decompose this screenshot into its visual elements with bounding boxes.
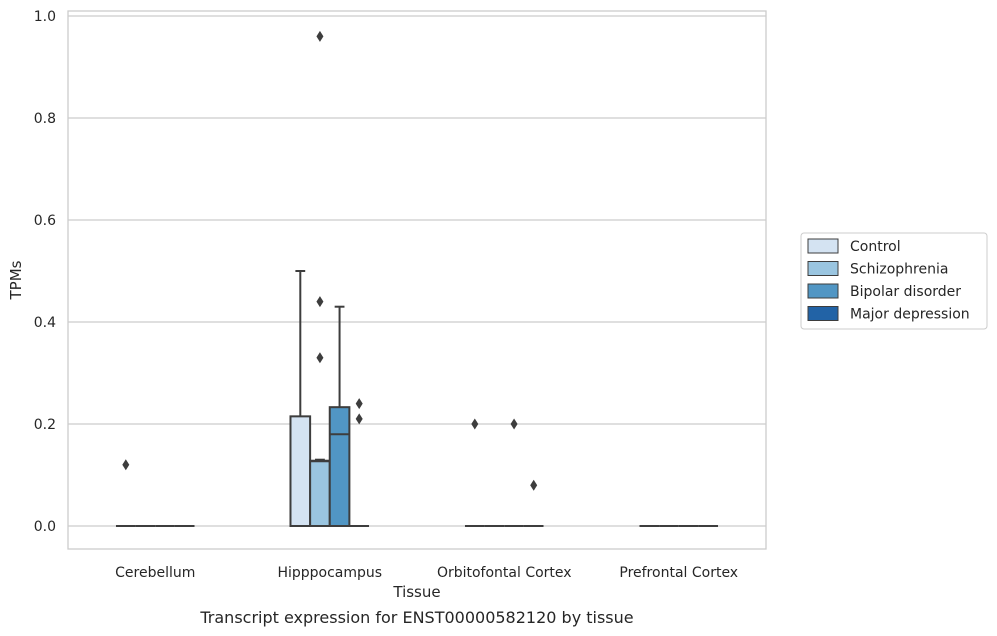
box-body — [328, 406, 351, 528]
plot-frame — [67, 10, 767, 550]
outlier-point — [355, 398, 363, 410]
legend-label: Bipolar disorder — [850, 284, 961, 300]
y-axis-title: TPMs — [7, 260, 25, 300]
box-major-depression — [523, 479, 544, 527]
box-body — [289, 415, 312, 528]
boxes — [115, 30, 719, 528]
legend-frame — [800, 232, 988, 330]
x-axis-title: Tissue — [392, 583, 440, 601]
legend-label: Major depression — [850, 307, 970, 323]
box-bipolar-disorder — [504, 418, 524, 527]
x-tick-labels: Cerebellum Hipppocampus Orbitofontal Corte… — [115, 565, 738, 581]
y-tick-label: 0.4 — [34, 315, 56, 331]
legend-swatch — [807, 261, 839, 276]
outlier-point — [471, 418, 479, 430]
legend-swatch — [807, 306, 839, 321]
y-tick-label: 0.6 — [34, 213, 56, 229]
x-tick-label: Orbitofontal Cortex — [437, 565, 572, 581]
outlier-point — [316, 30, 324, 42]
box-major-depression — [349, 398, 370, 527]
outlier-point — [355, 413, 363, 425]
x-tick-label: Prefrontal Cortex — [619, 565, 738, 581]
chart-caption: Transcript expression for ENST0000058212… — [199, 608, 633, 627]
box-body — [309, 459, 331, 527]
outlier-point — [122, 459, 130, 471]
x-tick-label: Cerebellum — [115, 565, 195, 581]
plot-background — [68, 11, 766, 549]
legend-label: Schizophrenia — [850, 262, 948, 278]
y-tick-labels: 0.0 0.2 0.4 0.6 0.8 1.0 — [34, 9, 56, 535]
legend-swatch — [807, 283, 839, 299]
legend-label: Control — [850, 239, 901, 255]
x-tick-label: Hipppocampus — [277, 565, 382, 581]
y-tick-label: 0.8 — [34, 111, 56, 127]
box-control — [464, 418, 485, 527]
box-bipolar-disorder — [328, 305, 351, 528]
outlier-point — [510, 418, 518, 430]
box-control — [289, 270, 312, 528]
box-control — [115, 459, 136, 527]
outlier-point — [530, 479, 538, 491]
outlier-point — [316, 352, 324, 364]
legend: Control Schizophrenia Bipolar disorder Majo… — [800, 232, 988, 330]
y-tick-label: 0.2 — [34, 417, 56, 433]
y-tick-label: 1.0 — [34, 9, 56, 25]
legend-swatch — [807, 238, 839, 254]
outlier-point — [316, 296, 324, 308]
y-tick-label: 0.0 — [34, 519, 56, 535]
